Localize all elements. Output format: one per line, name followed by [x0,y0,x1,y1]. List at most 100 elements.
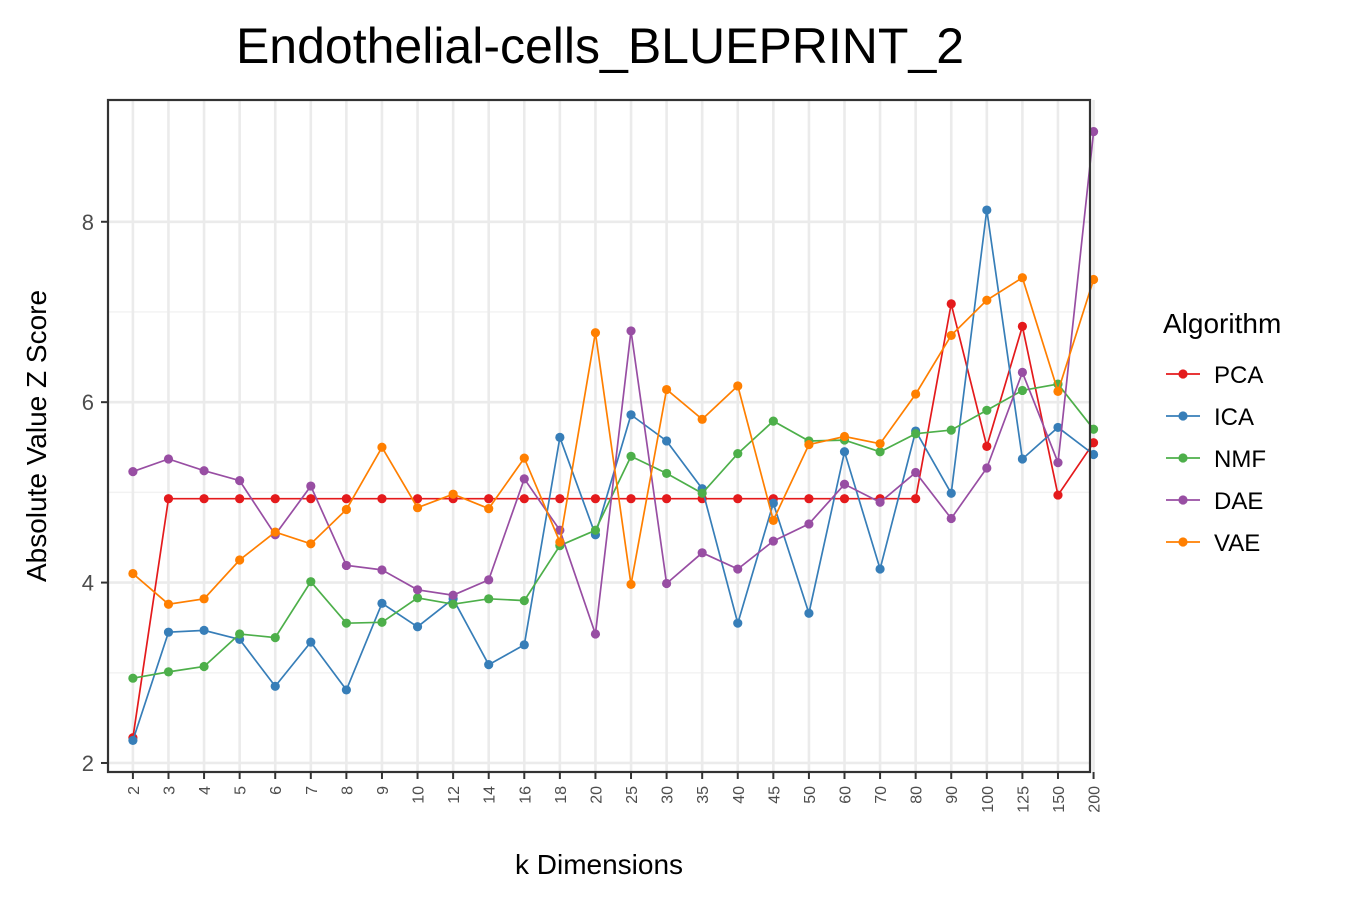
data-point-nmf [163,667,174,677]
data-point-ica [1053,422,1063,433]
data-point-dae [946,513,956,524]
data-point-ica [555,432,565,442]
data-point-vae [306,539,316,549]
data-point-pca [1017,321,1027,332]
data-point-dae [697,548,707,558]
data-point-pca [982,441,992,451]
data-point-dae [590,629,601,639]
legend-item-dae: DAE [1166,488,1263,515]
data-point-dae [484,575,494,585]
data-point-pca [662,494,672,504]
legend-label: VAE [1214,530,1260,557]
data-point-ica [662,436,672,446]
data-point-pca [804,494,814,504]
series-line-vae [132,276,1095,606]
data-point-vae [484,504,494,514]
data-point-ica [839,447,850,457]
data-point-nmf [946,425,956,435]
data-point-vae [768,515,778,525]
data-point-vae [626,579,636,589]
data-point-nmf [412,593,423,603]
series-nmf [128,379,1099,683]
data-point-vae [1053,386,1063,396]
data-point-vae [448,489,458,499]
data-point-nmf [448,599,458,609]
data-point-nmf [484,594,494,604]
data-point-ica [982,205,992,215]
x-tick-label: 45 [766,786,783,804]
x-tick-label: 12 [446,786,463,804]
legend-label: PCA [1214,362,1263,389]
legend-label: NMF [1214,446,1266,473]
data-point-dae [733,564,743,574]
data-point-ica [341,685,351,695]
x-axis-title: k Dimensions [515,849,683,880]
legend-key-point [1178,369,1188,379]
data-point-pca [946,299,956,309]
data-point-nmf [377,617,387,627]
data-point-pca [1053,490,1063,500]
data-point-vae [662,384,672,395]
chart-title: Endothelial-cells_BLUEPRINT_2 [236,18,964,74]
data-point-vae [235,555,245,565]
data-point-vae [911,389,921,399]
data-point-dae [875,497,885,507]
x-tick-label: 2 [126,786,143,795]
x-tick-label: 6 [268,786,285,795]
legend-key-point [1178,411,1188,421]
data-point-nmf [235,629,245,639]
data-point-ica [1017,454,1027,464]
data-point-dae [163,454,174,464]
series-vae [128,273,1099,609]
data-point-ica [412,622,423,632]
data-point-vae [341,504,351,515]
data-point-pca [590,494,601,504]
data-point-dae [626,326,636,336]
y-tick-label: 2 [82,751,94,776]
data-point-vae [982,295,992,305]
data-point-pca [412,494,423,504]
x-tick-label: 35 [695,786,712,804]
data-point-pca [911,494,921,504]
series-line-nmf [132,383,1095,680]
x-tick-label: 10 [411,786,428,804]
data-point-dae [804,519,814,529]
data-point-ica [1088,449,1099,460]
data-point-nmf [341,618,351,628]
y-tick-label: 8 [82,210,94,235]
data-point-vae [946,330,956,341]
data-point-ica [484,660,494,670]
data-point-pca [163,494,174,504]
data-point-vae [804,439,814,450]
data-point-pca [839,494,850,504]
data-point-ica [163,627,174,637]
y-tick-label: 4 [82,571,94,596]
x-tick-label: 30 [660,786,677,804]
series-dae [128,126,1099,639]
data-point-vae [875,439,885,449]
data-point-pca [484,494,494,504]
legend-label: ICA [1214,404,1254,431]
data-point-pca [626,494,636,504]
data-point-dae [448,590,458,600]
data-point-vae [1017,273,1027,283]
legend-item-nmf: NMF [1166,446,1266,473]
data-point-pca [733,494,743,504]
data-point-vae [590,328,601,338]
x-tick-label: 40 [731,786,748,804]
x-tick-label: 80 [909,786,926,804]
data-point-vae [733,381,743,391]
data-point-dae [235,476,245,486]
series-pca [128,299,1099,743]
data-point-nmf [199,661,209,672]
data-point-nmf [875,447,885,457]
data-point-vae [519,453,529,463]
data-point-ica [875,564,885,574]
x-tick-label: 16 [517,786,534,804]
data-point-vae [199,594,209,604]
x-tick-label: 5 [233,786,250,795]
data-point-pca [341,494,351,504]
y-tick-label: 6 [82,390,94,415]
data-point-ica [128,735,138,746]
